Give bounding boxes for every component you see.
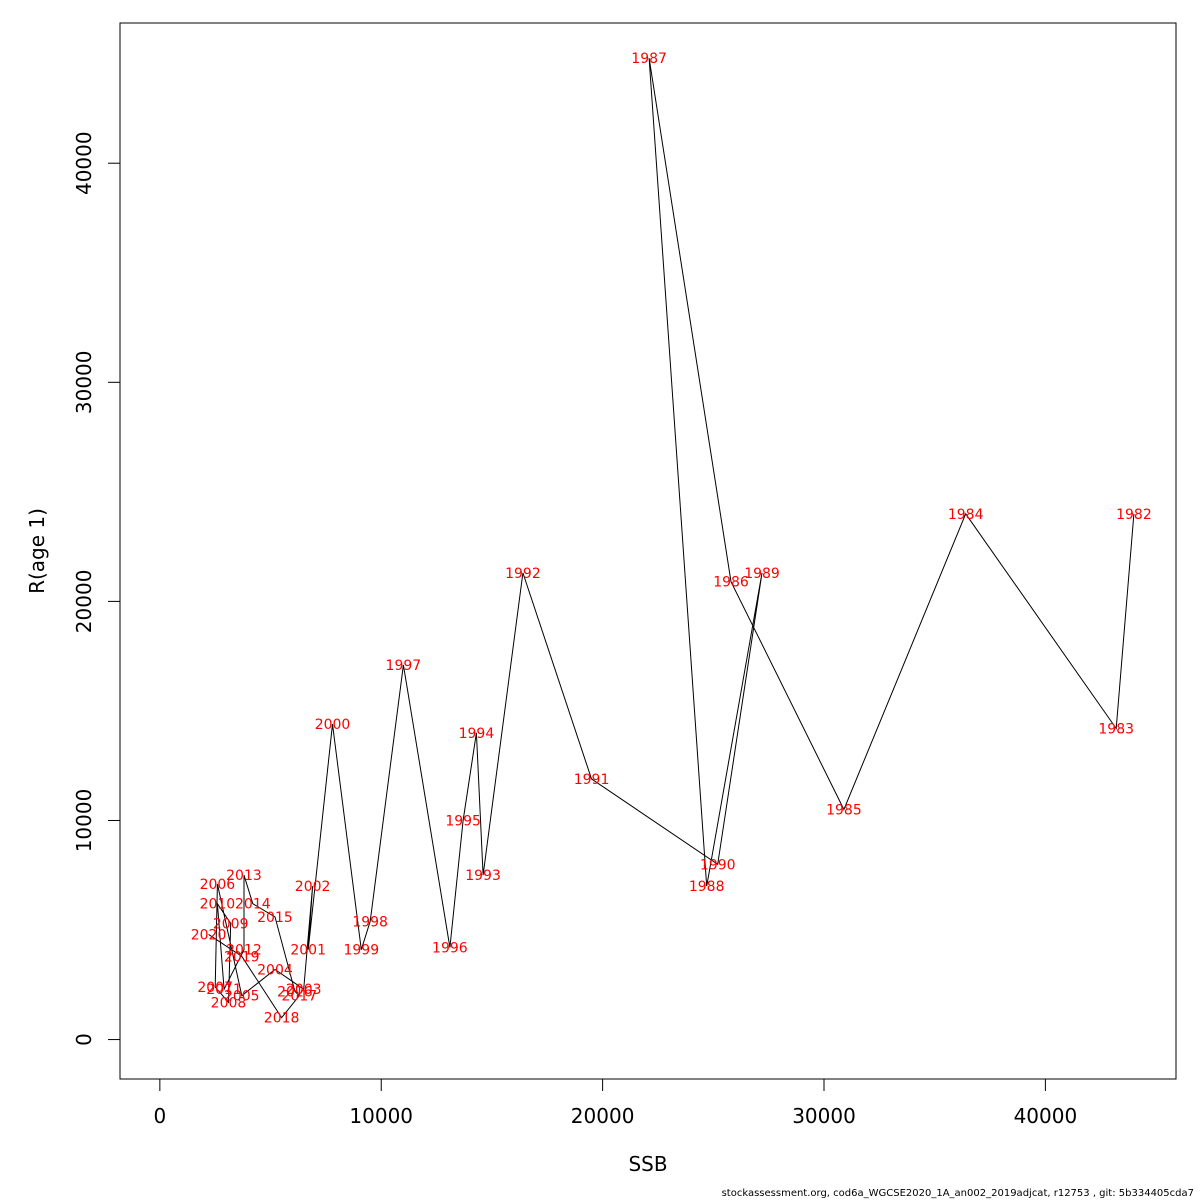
year-label: 1988: [689, 879, 725, 895]
year-label: 1985: [826, 803, 862, 819]
year-label: 1987: [631, 51, 667, 67]
year-label: 1989: [744, 566, 780, 582]
y-tick-label: 30000: [72, 350, 96, 414]
x-tick-label: 40000: [1014, 1104, 1078, 1128]
x-tick-label: 20000: [571, 1104, 635, 1128]
year-label: 1998: [352, 914, 388, 930]
year-label: 2017: [282, 989, 318, 1005]
year-label: 2004: [257, 962, 293, 978]
x-tick-label: 0: [153, 1104, 166, 1128]
year-label: 2010: [200, 897, 236, 913]
y-tick-label: 20000: [72, 570, 96, 634]
year-label: 2007: [197, 980, 233, 996]
year-label: 1991: [574, 772, 610, 788]
year-label: 2000: [315, 717, 351, 733]
year-label: 2005: [224, 989, 260, 1005]
year-label: 1993: [465, 868, 501, 884]
year-label: 1990: [700, 857, 736, 873]
year-label: 2001: [290, 943, 326, 959]
x-axis-title: SSB: [628, 1152, 667, 1176]
year-label: 2008: [211, 995, 247, 1011]
x-axis: 0 10000 20000 30000 40000: [153, 1078, 1078, 1128]
y-axis-title: R(age 1): [25, 508, 49, 594]
year-label: 2003: [286, 982, 322, 998]
y-axis: 0 10000 20000 30000 40000: [72, 131, 121, 1046]
year-label: 2020: [191, 927, 227, 943]
year-label: 1999: [343, 943, 379, 959]
footer-note: stockassessment.org, cod6a_WGCSE2020_1A_…: [721, 1188, 1194, 1199]
year-label: 2016: [277, 984, 313, 1000]
year-label: 1997: [386, 658, 422, 674]
year-label: 1986: [713, 575, 749, 591]
y-tick-label: 10000: [72, 789, 96, 853]
year-label: 1992: [505, 566, 541, 582]
y-tick-label: 0: [72, 1033, 96, 1046]
year-label: 2018: [264, 1011, 300, 1027]
year-label: 1995: [445, 813, 481, 829]
year-labels: 1982 1983 1984 1985 1986 1987 1988 1989 1990 1991…: [191, 51, 1152, 1027]
year-label: 2019: [224, 949, 260, 965]
year-label: 2014: [235, 897, 271, 913]
year-label: 1994: [459, 726, 495, 742]
x-tick-label: 10000: [349, 1104, 413, 1128]
year-label: 1996: [432, 941, 468, 957]
y-tick-label: 40000: [72, 131, 96, 195]
year-label: 2013: [226, 868, 262, 884]
year-label: 2006: [200, 877, 236, 893]
year-label: 2002: [295, 879, 331, 895]
year-label: 1982: [1116, 507, 1152, 523]
year-label: 2009: [213, 916, 249, 932]
year-label: 2015: [257, 910, 293, 926]
year-label: 2011: [206, 982, 242, 998]
year-label: 1984: [948, 507, 984, 523]
series-line: [208, 58, 1135, 1019]
year-label: 2012: [226, 943, 262, 959]
x-tick-label: 30000: [792, 1104, 856, 1128]
year-label: 1983: [1098, 721, 1134, 737]
